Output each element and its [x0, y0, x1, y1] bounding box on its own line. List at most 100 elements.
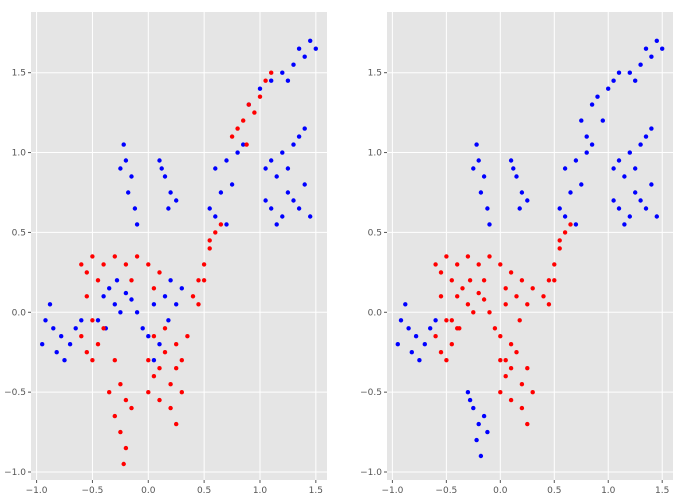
scatter-point	[213, 166, 218, 171]
scatter-point	[118, 429, 123, 435]
scatter-point	[611, 166, 616, 171]
scatter-point	[589, 102, 595, 107]
scatter-point	[487, 310, 492, 315]
scatter-point	[179, 358, 184, 363]
scatter-point	[638, 62, 643, 67]
scatter-point	[313, 46, 318, 51]
scatter-point	[579, 182, 584, 187]
scatter-point	[568, 190, 573, 195]
blue-cluster-series	[40, 38, 318, 363]
scatter-point	[285, 78, 291, 83]
scatter-point	[285, 166, 291, 171]
x-tick-label: 1.0	[253, 486, 268, 496]
scatter-point	[296, 46, 302, 51]
y-tick-label: 1.5	[368, 69, 382, 79]
scatter-point	[398, 318, 404, 323]
scatter-point	[519, 382, 525, 387]
scatter-point	[660, 46, 665, 51]
scatter-point	[546, 278, 552, 283]
scatter-point	[467, 397, 473, 403]
scatter-point	[498, 358, 503, 363]
scatter-point	[503, 302, 508, 307]
scatter-point	[151, 358, 157, 363]
scatter-point	[54, 350, 59, 355]
red-cluster-series	[79, 70, 274, 467]
x-tick-label: −1.0	[26, 486, 48, 496]
scatter-point	[174, 421, 179, 427]
scatter-point	[455, 262, 460, 267]
scatter-point	[241, 118, 246, 123]
scatter-point	[121, 461, 126, 467]
scatter-point	[508, 158, 514, 163]
scatter-point	[47, 302, 53, 307]
red-cluster-series	[433, 222, 573, 427]
scatter-point	[196, 278, 201, 283]
scatter-point	[622, 222, 627, 227]
scatter-point	[584, 134, 589, 139]
scatter-point	[413, 334, 419, 339]
scatter-point	[224, 158, 229, 163]
scatter-point	[498, 390, 503, 395]
scatter-point	[90, 358, 95, 363]
scatter-point	[162, 326, 168, 331]
scatter-point	[471, 310, 476, 315]
scatter-point	[140, 326, 145, 331]
scatter-point	[508, 342, 514, 347]
scatter-point	[269, 70, 274, 75]
scatter-point	[151, 302, 157, 307]
scatter-point	[257, 94, 263, 99]
scatter-point	[129, 174, 134, 179]
scatter-point	[84, 294, 90, 299]
plot-area	[387, 12, 673, 480]
scatter-point	[162, 350, 168, 355]
scatter-point	[296, 134, 302, 139]
scatter-point	[190, 294, 196, 299]
scatter-point	[129, 297, 134, 302]
scatter-point	[174, 342, 179, 347]
scatter-point	[162, 174, 168, 179]
scatter-point	[422, 342, 427, 347]
scatter-point	[643, 206, 649, 211]
scatter-point	[478, 190, 484, 195]
scatter-point	[465, 302, 471, 307]
scatter-point	[487, 254, 492, 259]
scatter-point	[643, 134, 649, 139]
scatter-point	[112, 302, 118, 307]
scatter-point	[474, 142, 479, 147]
scatter-point	[157, 158, 162, 163]
scatter-point	[449, 318, 454, 323]
scatter-point	[503, 286, 508, 291]
scatter-point	[485, 429, 490, 435]
scatter-point	[201, 262, 207, 267]
scatter-point	[638, 198, 643, 203]
scatter-point	[129, 278, 134, 283]
scatter-point	[481, 297, 487, 302]
scatter-point	[185, 334, 190, 339]
scatter-point	[101, 262, 106, 267]
scatter-point	[151, 286, 157, 291]
y-tick-label: 1.0	[12, 149, 27, 159]
scatter-point	[162, 294, 168, 299]
scatter-point	[525, 302, 530, 307]
y-tick-label: 0.0	[368, 308, 383, 318]
scatter-point	[616, 206, 622, 211]
scatter-point	[449, 278, 454, 283]
x-tick-label: 0.5	[547, 486, 561, 496]
scatter-point	[511, 166, 516, 171]
scatter-point	[118, 382, 123, 387]
scatter-point	[481, 278, 487, 283]
scatter-point	[90, 318, 95, 323]
scatter-point	[474, 437, 479, 443]
scatter-point	[465, 254, 471, 259]
scatter-point	[126, 190, 131, 195]
scatter-point	[541, 294, 546, 299]
x-tick-label: 1.5	[655, 486, 669, 496]
scatter-point	[269, 78, 274, 83]
scatter-point	[296, 206, 302, 211]
scatter-point	[244, 142, 249, 147]
scatter-point	[213, 214, 218, 219]
scatter-point	[101, 294, 106, 299]
scatter-point	[280, 70, 285, 75]
scatter-point	[417, 358, 422, 363]
x-tick-label: 0.0	[141, 486, 156, 496]
